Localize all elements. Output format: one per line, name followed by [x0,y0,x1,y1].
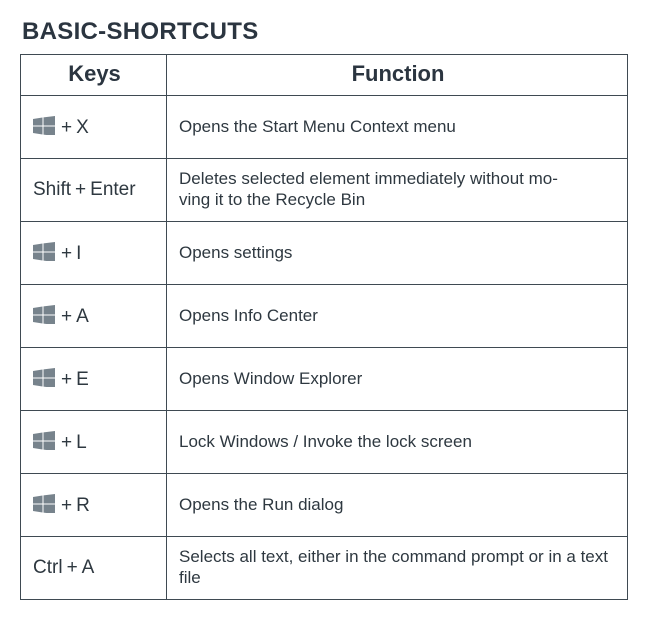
key-plus: + [57,117,76,138]
table-header-row: Keys Function [21,55,628,96]
keys-cell: +I [21,222,167,285]
windows-key-icon [33,305,55,325]
key-letter: A [76,306,89,327]
key-letter: L [76,432,87,453]
key-plus: + [71,179,90,200]
header-function: Function [167,55,628,96]
key-letter: A [82,557,95,578]
function-cell: Lock Windows / Invoke the lock screen [167,411,628,474]
keys-cell: Ctrl+A [21,537,167,600]
function-cell: Opens the Start Menu Context menu [167,96,628,159]
shortcuts-table: Keys Function +XOpens the Start Menu Con… [20,54,628,600]
table-row: +EOpens Window Explorer [21,348,628,411]
table-row: +ROpens the Run dialog [21,474,628,537]
key-plus: + [57,495,76,516]
function-cell: Opens settings [167,222,628,285]
key-letter: X [76,117,89,138]
windows-key-icon [33,368,55,388]
key-plus: + [57,306,76,327]
windows-key-icon [33,116,55,136]
function-cell: Opens the Run dialog [167,474,628,537]
key-plus: + [63,557,82,578]
table-row: Shift+EnterDeletes selected element imme… [21,159,628,222]
keys-cell: +R [21,474,167,537]
key-letter: R [76,495,90,516]
key-word: Shift [33,179,71,200]
table-row: +IOpens settings [21,222,628,285]
key-plus: + [57,243,76,264]
keys-cell: +A [21,285,167,348]
header-keys: Keys [21,55,167,96]
windows-key-icon [33,494,55,514]
windows-key-icon [33,431,55,451]
windows-key-icon [33,242,55,262]
key-letter: I [76,243,81,264]
key-word: Enter [90,179,135,200]
section-title: BASIC-SHORTCUTS [22,18,632,46]
key-word: Ctrl [33,557,63,578]
function-cell: Deletes selected element immediately wit… [167,159,628,222]
function-cell: Opens Window Explorer [167,348,628,411]
function-cell: Opens Info Center [167,285,628,348]
key-plus: + [57,369,76,390]
key-plus: + [57,432,76,453]
key-letter: E [76,369,89,390]
keys-cell: Shift+Enter [21,159,167,222]
keys-cell: +E [21,348,167,411]
table-row: Ctrl+ASelects all text, either in the co… [21,537,628,600]
table-row: +AOpens Info Center [21,285,628,348]
keys-cell: +X [21,96,167,159]
table-row: +LLock Windows / Invoke the lock screen [21,411,628,474]
table-row: +XOpens the Start Menu Context menu [21,96,628,159]
keys-cell: +L [21,411,167,474]
function-cell: Selects all text, either in the command … [167,537,628,600]
